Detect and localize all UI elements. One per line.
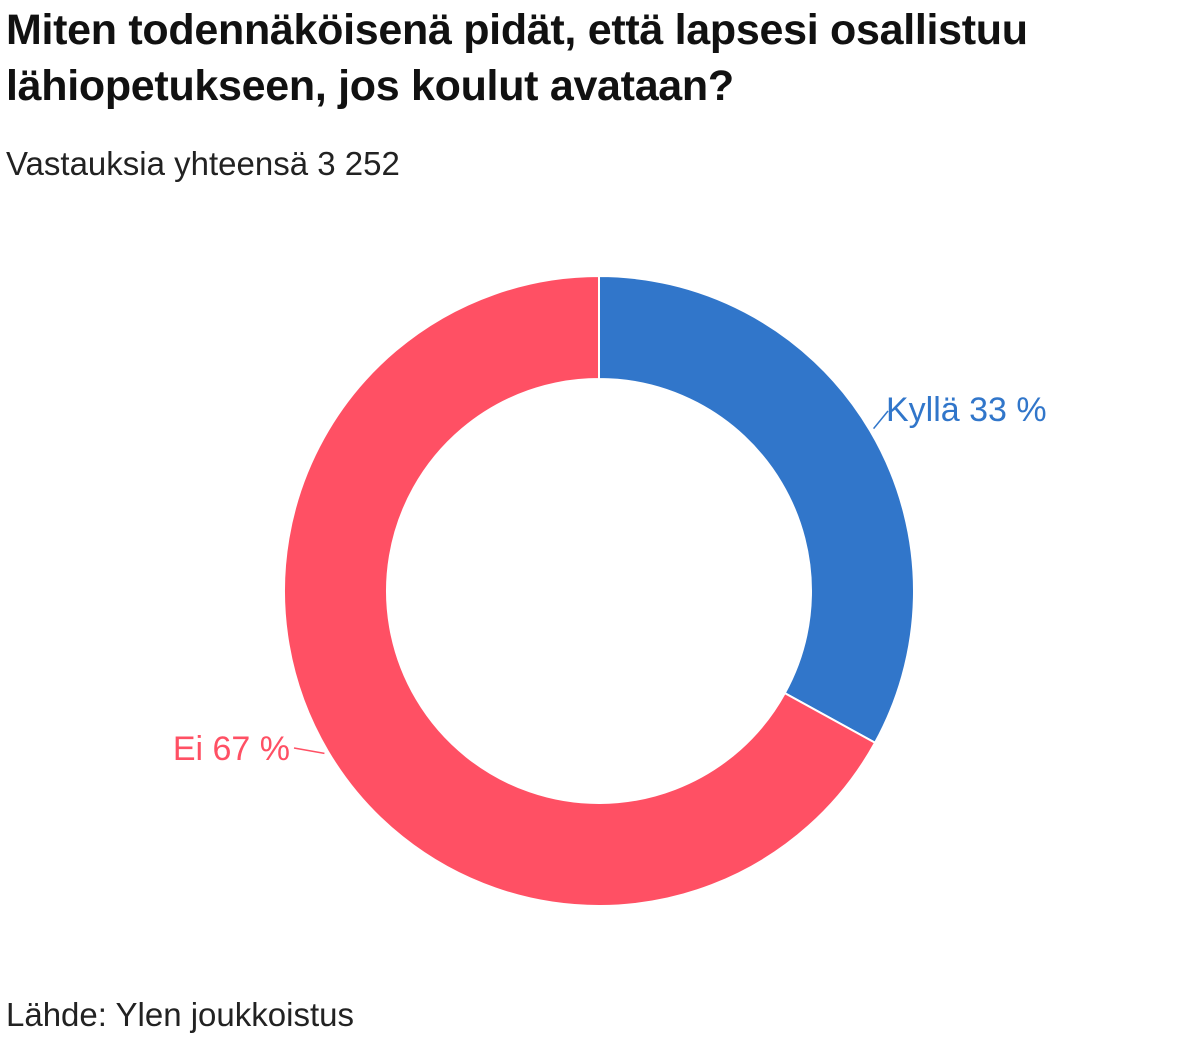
donut-slice-ei: [283, 274, 877, 907]
leader-line-kyll-: [872, 410, 889, 430]
source-note: Lähde: Ylen joukkoistus: [6, 996, 354, 1033]
donut-slice-kyll-: [598, 274, 915, 745]
chart-subtitle: Vastauksia yhteensä 3 252: [6, 145, 400, 182]
slice-label-ei: Ei 67 %: [173, 730, 290, 768]
slice-label-kyll-: Kyllä 33 %: [886, 391, 1047, 429]
chart-title: Miten todennäköisenä pidät, että lapsesi…: [6, 6, 1028, 110]
leader-line-ei: [293, 747, 325, 755]
